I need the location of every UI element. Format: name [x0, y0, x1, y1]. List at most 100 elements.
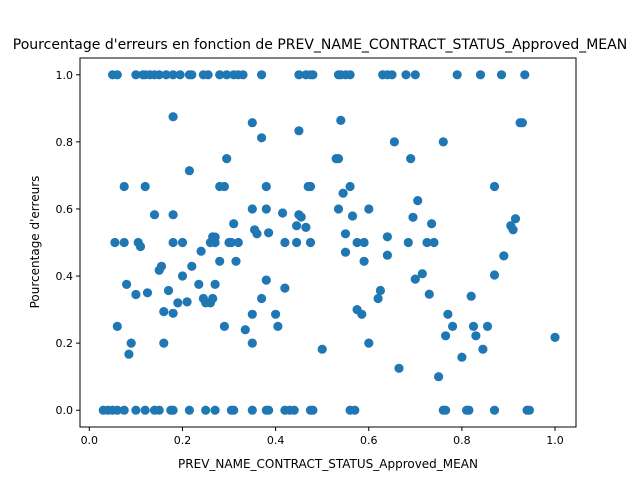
data-point-98 [333, 204, 344, 214]
data-point-27 [441, 405, 451, 415]
data-point-109 [427, 219, 437, 229]
data-point-138 [429, 237, 439, 248]
data-point-68 [475, 70, 486, 80]
y-axis-ticks: 0.0 0.2 0.4 0.6 0.8 1.0 [56, 69, 80, 417]
data-point-45 [187, 70, 197, 80]
data-point-102 [278, 208, 288, 218]
data-point-158 [375, 285, 385, 296]
data-point-72 [247, 118, 257, 128]
x-axis-label: PREV_NAME_CONTRACT_STATUS_Approved_MEAN [178, 457, 478, 471]
data-point-25 [350, 405, 360, 415]
data-point-69 [496, 70, 507, 80]
data-point-99 [364, 204, 374, 214]
plot-frame [79, 57, 577, 428]
data-point-171 [257, 293, 267, 304]
data-point-194 [478, 344, 488, 354]
x-tick-label: 0.4 [267, 434, 285, 447]
data-point-191 [247, 338, 257, 348]
data-point-32 [524, 405, 535, 415]
data-point-150 [187, 261, 197, 271]
data-point-119 [119, 237, 129, 248]
chart-title: Pourcentage d'erreurs en fonction de PRE… [13, 37, 627, 53]
data-point-139 [196, 246, 206, 256]
data-point-131 [292, 237, 302, 248]
data-point-75 [336, 115, 346, 125]
data-point-199 [550, 332, 560, 342]
y-tick-label: 1.0 [56, 69, 74, 82]
data-point-142 [499, 251, 509, 261]
data-point-11 [184, 405, 194, 415]
data-point-49 [222, 70, 232, 80]
data-point-21 [289, 405, 299, 415]
data-point-161 [131, 289, 141, 300]
data-point-196 [457, 352, 467, 362]
data-point-164 [466, 291, 476, 301]
data-point-41 [161, 70, 171, 80]
data-point-110 [292, 221, 302, 231]
data-point-54 [294, 70, 304, 80]
data-point-43 [175, 70, 185, 80]
y-tick-label: 0.0 [56, 404, 74, 417]
y-axis-label: Pourcentage d'erreurs [28, 176, 42, 309]
data-point-95 [413, 196, 423, 206]
data-point-34 [112, 70, 122, 80]
data-point-193 [317, 344, 327, 354]
data-point-180 [112, 321, 122, 331]
data-point-106 [408, 212, 418, 222]
y-tick-label: 0.2 [56, 337, 74, 350]
x-tick-label: 1.0 [546, 434, 564, 447]
data-point-162 [280, 283, 290, 293]
data-point-136 [403, 237, 413, 248]
data-point-76 [389, 137, 399, 147]
data-point-132 [305, 237, 316, 248]
data-point-143 [226, 237, 236, 248]
data-point-181 [219, 321, 229, 331]
data-point-135 [382, 232, 392, 242]
data-point-86 [140, 181, 150, 192]
data-point-3 [112, 405, 122, 415]
data-point-122 [168, 237, 178, 248]
data-point-151 [417, 269, 427, 279]
data-point-40 [154, 70, 164, 80]
data-point-89 [261, 181, 271, 192]
data-point-35 [131, 70, 141, 80]
data-point-174 [168, 308, 178, 318]
data-point-92 [345, 181, 355, 192]
data-point-94 [338, 188, 348, 198]
data-point-127 [210, 232, 220, 242]
points-layer [98, 70, 560, 415]
data-point-189 [126, 338, 136, 348]
data-point-12 [201, 405, 211, 415]
data-point-176 [271, 309, 281, 319]
data-point-155 [122, 279, 132, 289]
data-point-160 [142, 288, 153, 298]
data-point-130 [280, 237, 290, 248]
data-point-140 [340, 247, 351, 257]
data-point-182 [273, 321, 283, 331]
data-point-153 [410, 274, 420, 284]
data-point-100 [149, 210, 160, 220]
data-point-166 [182, 297, 192, 307]
data-point-5 [131, 405, 141, 415]
data-point-137 [422, 237, 432, 248]
data-point-188 [441, 331, 451, 341]
data-point-144 [215, 256, 225, 266]
data-point-30 [489, 405, 500, 415]
data-point-104 [296, 212, 306, 222]
data-point-156 [194, 279, 204, 289]
x-tick-label: 0.8 [453, 434, 471, 447]
data-point-149 [177, 271, 188, 281]
x-tick-label: 0.6 [360, 434, 378, 447]
data-point-88 [219, 181, 229, 192]
data-point-178 [357, 309, 367, 319]
data-point-172 [373, 293, 383, 304]
data-point-82 [222, 154, 232, 164]
data-point-91 [305, 181, 316, 192]
data-point-134 [359, 237, 369, 248]
data-point-65 [401, 70, 411, 80]
data-point-81 [333, 154, 344, 164]
data-point-129 [233, 237, 243, 248]
data-point-73 [257, 133, 267, 143]
data-point-121 [135, 241, 146, 252]
